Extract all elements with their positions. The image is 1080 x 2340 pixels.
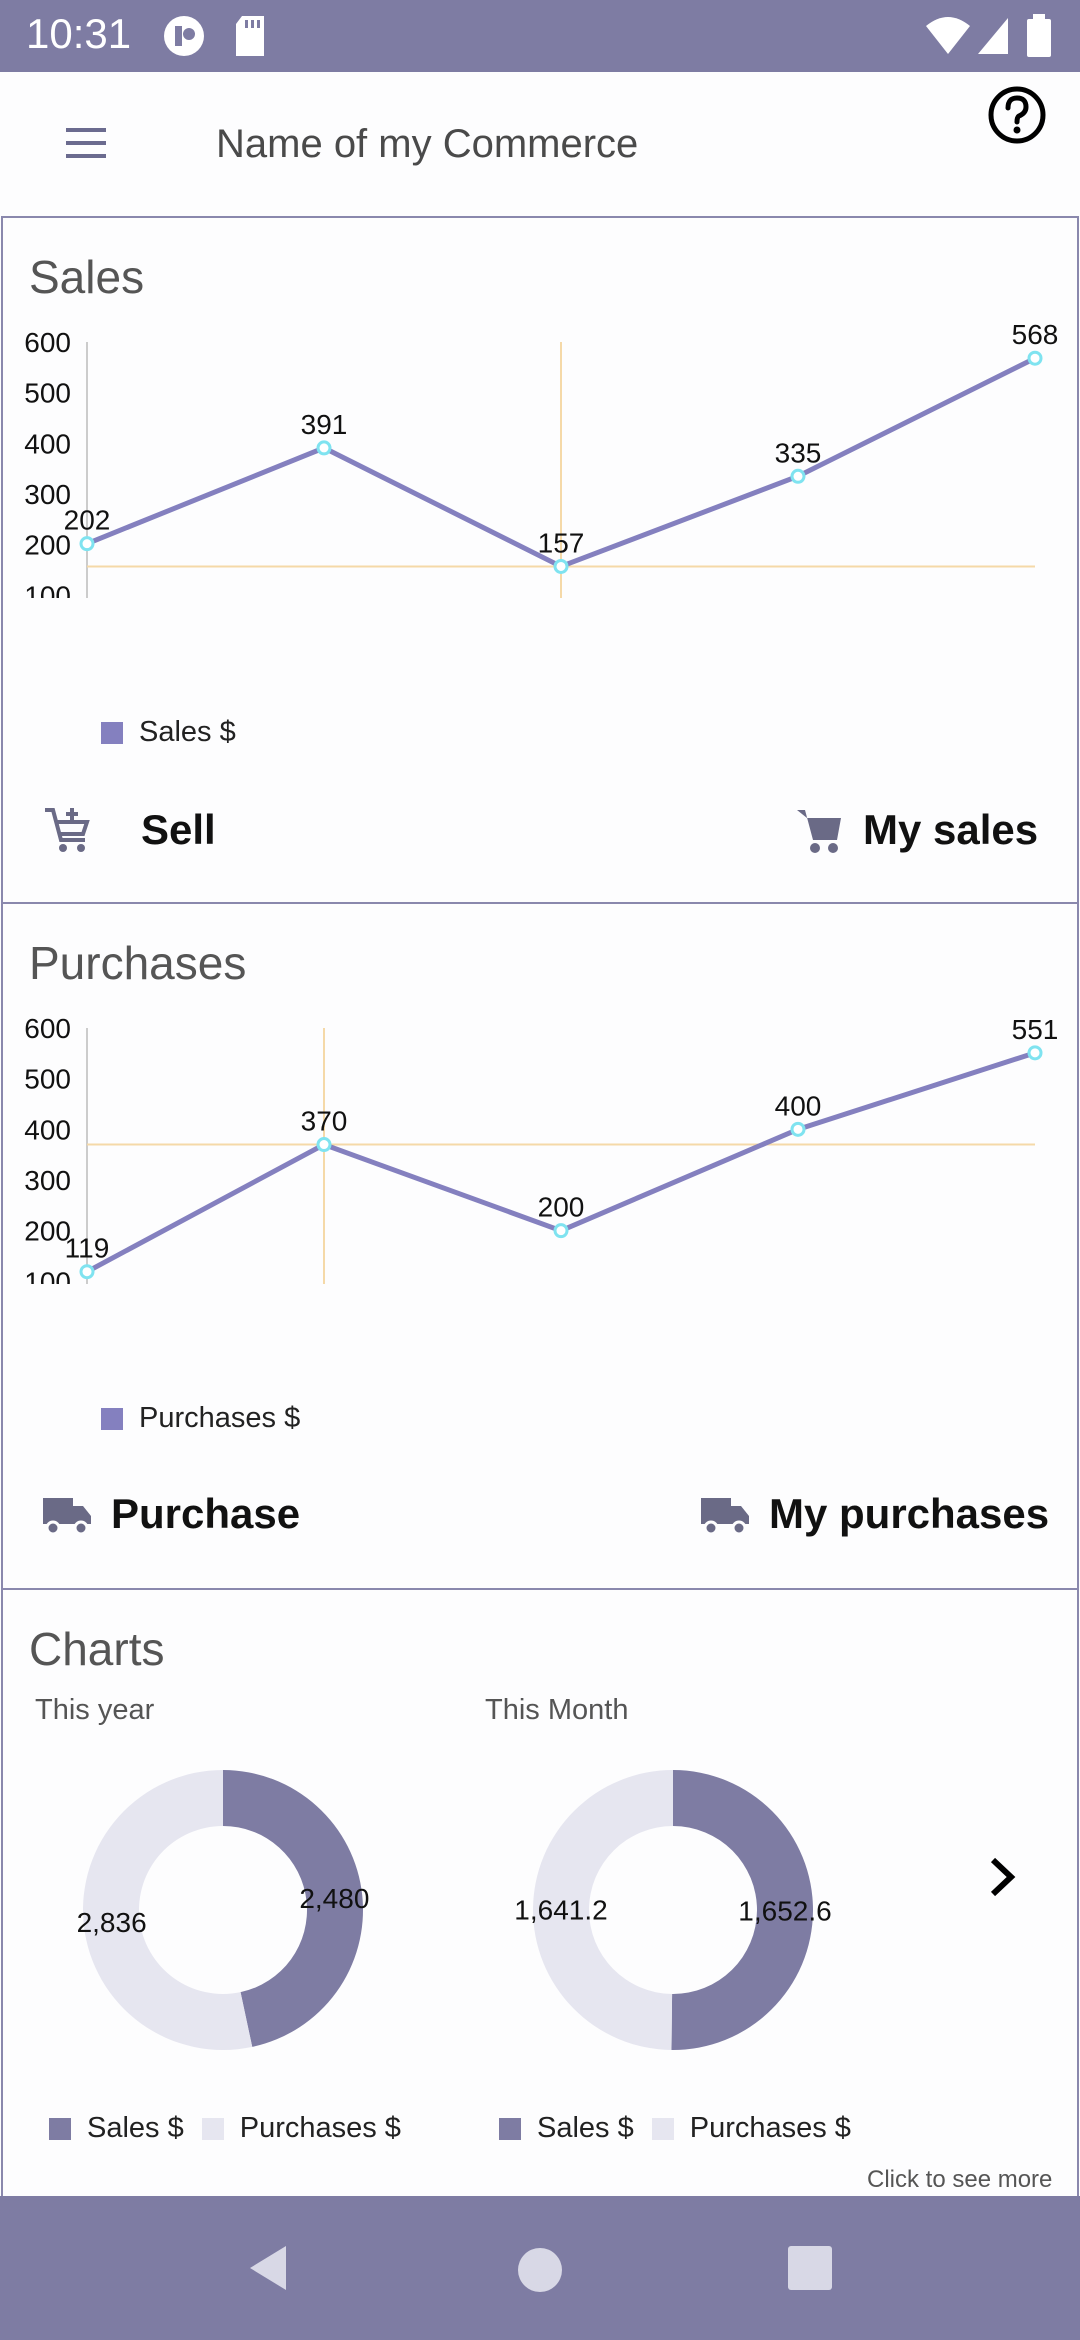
purchases-data-point bbox=[553, 1223, 569, 1239]
back-icon[interactable] bbox=[240, 2240, 296, 2296]
purchases-data-label: 551 bbox=[1012, 1014, 1059, 1045]
sales-data-point bbox=[316, 440, 332, 456]
recents-icon[interactable] bbox=[786, 2244, 834, 2292]
purchases-line-chart[interactable]: 01002003004005006005/23/235/24/235/25/23… bbox=[3, 1004, 1079, 1284]
month-slice-sales bbox=[671, 1770, 813, 2050]
sd-card-icon bbox=[236, 16, 264, 56]
year-legend: Sales $ Purchases $ bbox=[49, 2112, 401, 2145]
year-legend-purchases-swatch bbox=[201, 2117, 224, 2140]
sales-card: Sales 01002003004005006005/23/235/24/235… bbox=[1, 216, 1079, 904]
sell-label: Sell bbox=[141, 806, 216, 853]
battery-icon bbox=[1027, 14, 1051, 57]
purchases-data-label: 370 bbox=[301, 1106, 348, 1137]
purchase-label: Purchase bbox=[111, 1490, 301, 1537]
year-slice-label: 2,480 bbox=[299, 1883, 369, 1914]
truck-icon bbox=[701, 1498, 749, 1536]
sales-data-label: 391 bbox=[301, 409, 348, 440]
sales-title: Sales bbox=[29, 251, 145, 303]
month-slice-label: 1,652.6 bbox=[738, 1896, 831, 1927]
app-bar: Name of my Commerce bbox=[0, 72, 1080, 216]
sales-legend-label: Sales $ bbox=[139, 716, 236, 748]
purchases-data-point bbox=[316, 1137, 332, 1153]
signal-icon bbox=[978, 18, 1008, 54]
chevron-right-icon[interactable] bbox=[981, 1852, 1021, 1902]
purchases-y-tick-label: 200 bbox=[24, 1216, 71, 1247]
charts-title: Charts bbox=[29, 1623, 165, 1675]
purchases-y-tick-label: 100 bbox=[24, 1266, 71, 1284]
month-legend-sales: Sales $ bbox=[537, 2112, 634, 2144]
purchases-title: Purchases bbox=[29, 937, 247, 989]
sales-data-point bbox=[790, 468, 806, 484]
year-legend-sales-swatch bbox=[49, 2117, 71, 2140]
purchases-card: Purchases 01002003004005006005/23/235/24… bbox=[1, 902, 1079, 1590]
month-legend: Sales $ Purchases $ bbox=[499, 2112, 851, 2145]
my-purchases-label: My purchases bbox=[769, 1490, 1050, 1537]
sell-button[interactable]: Sell bbox=[41, 804, 216, 856]
sales-data-point bbox=[1027, 350, 1043, 366]
home-icon[interactable] bbox=[516, 2246, 564, 2294]
month-slice-label: 1,641.2 bbox=[514, 1894, 607, 1925]
year-donut-chart[interactable]: 2,480 2,836 bbox=[43, 1740, 403, 2060]
app-notification-icon bbox=[164, 16, 204, 56]
purchases-series-line bbox=[85, 1050, 1036, 1274]
my-purchases-button[interactable]: My purchases bbox=[699, 1490, 1049, 1538]
month-legend-purchases: Purchases $ bbox=[689, 2112, 851, 2144]
purchases-data-label: 119 bbox=[65, 1233, 110, 1264]
cart-icon bbox=[797, 810, 841, 853]
purchase-button[interactable]: Purchase bbox=[41, 1490, 300, 1538]
sales-data-label: 568 bbox=[1012, 319, 1059, 350]
purchases-legend-label: Purchases $ bbox=[139, 1402, 301, 1434]
sales-y-tick-label: 500 bbox=[24, 378, 71, 409]
sales-data-label: 157 bbox=[538, 527, 585, 558]
sales-data-point bbox=[553, 558, 569, 574]
purchases-y-tick-label: 400 bbox=[24, 1114, 71, 1145]
purchases-data-point bbox=[790, 1121, 806, 1137]
month-donut-chart[interactable]: 1,652.6 1,641.2 bbox=[493, 1740, 853, 2060]
year-legend-purchases: Purchases $ bbox=[239, 2112, 401, 2144]
purchases-y-tick-label: 600 bbox=[24, 1013, 71, 1044]
see-more-link[interactable]: Click to see more bbox=[867, 2166, 1053, 2193]
year-slice-sales bbox=[223, 1770, 364, 2047]
month-legend-purchases-swatch bbox=[651, 2117, 674, 2140]
wifi-icon bbox=[926, 17, 970, 54]
sales-y-tick-label: 400 bbox=[24, 428, 71, 459]
sales-y-tick-label: 600 bbox=[24, 327, 71, 358]
purchases-data-point bbox=[1027, 1045, 1043, 1061]
help-icon[interactable] bbox=[986, 84, 1048, 146]
sales-data-point bbox=[79, 536, 95, 552]
month-legend-sales-swatch bbox=[499, 2117, 521, 2140]
truck-icon bbox=[43, 1498, 91, 1536]
sales-y-tick-label: 200 bbox=[24, 530, 71, 561]
app-title: Name of my Commerce bbox=[216, 122, 639, 166]
purchases-y-tick-label: 300 bbox=[24, 1165, 71, 1196]
sales-legend: Sales $ bbox=[101, 716, 236, 749]
year-slice-label: 2,836 bbox=[77, 1907, 147, 1938]
month-slice-purchases bbox=[532, 1770, 673, 2050]
charts-card: Charts This year This Month 2,480 2,836 1… bbox=[1, 1588, 1079, 2198]
sales-data-label: 335 bbox=[775, 437, 822, 468]
purchases-y-tick-label: 500 bbox=[24, 1064, 71, 1095]
sales-legend-swatch bbox=[101, 721, 123, 744]
purchases-legend-swatch bbox=[101, 1407, 123, 1430]
purchases-data-label: 400 bbox=[775, 1090, 822, 1121]
add-cart-icon bbox=[45, 808, 90, 852]
sales-line-chart[interactable]: 01002003004005006005/23/235/24/235/25/23… bbox=[3, 318, 1079, 598]
sales-y-tick-label: 100 bbox=[24, 580, 71, 598]
status-time: 10:31 bbox=[26, 10, 132, 57]
menu-icon[interactable] bbox=[60, 122, 114, 166]
status-bar: 10:31 bbox=[0, 0, 1080, 72]
my-sales-label: My sales bbox=[863, 806, 1039, 853]
purchases-data-point bbox=[79, 1264, 95, 1280]
purchases-legend: Purchases $ bbox=[101, 1402, 300, 1435]
year-subtitle: This year bbox=[35, 1694, 155, 1726]
sales-y-tick-label: 300 bbox=[24, 479, 71, 510]
year-legend-sales: Sales $ bbox=[87, 2112, 184, 2144]
year-slice-purchases bbox=[83, 1770, 253, 2050]
navigation-bar bbox=[0, 2196, 1080, 2340]
month-subtitle: This Month bbox=[485, 1694, 629, 1726]
purchases-data-label: 200 bbox=[538, 1192, 585, 1223]
my-sales-button[interactable]: My sales bbox=[793, 804, 1038, 856]
sales-data-label: 202 bbox=[64, 505, 111, 536]
